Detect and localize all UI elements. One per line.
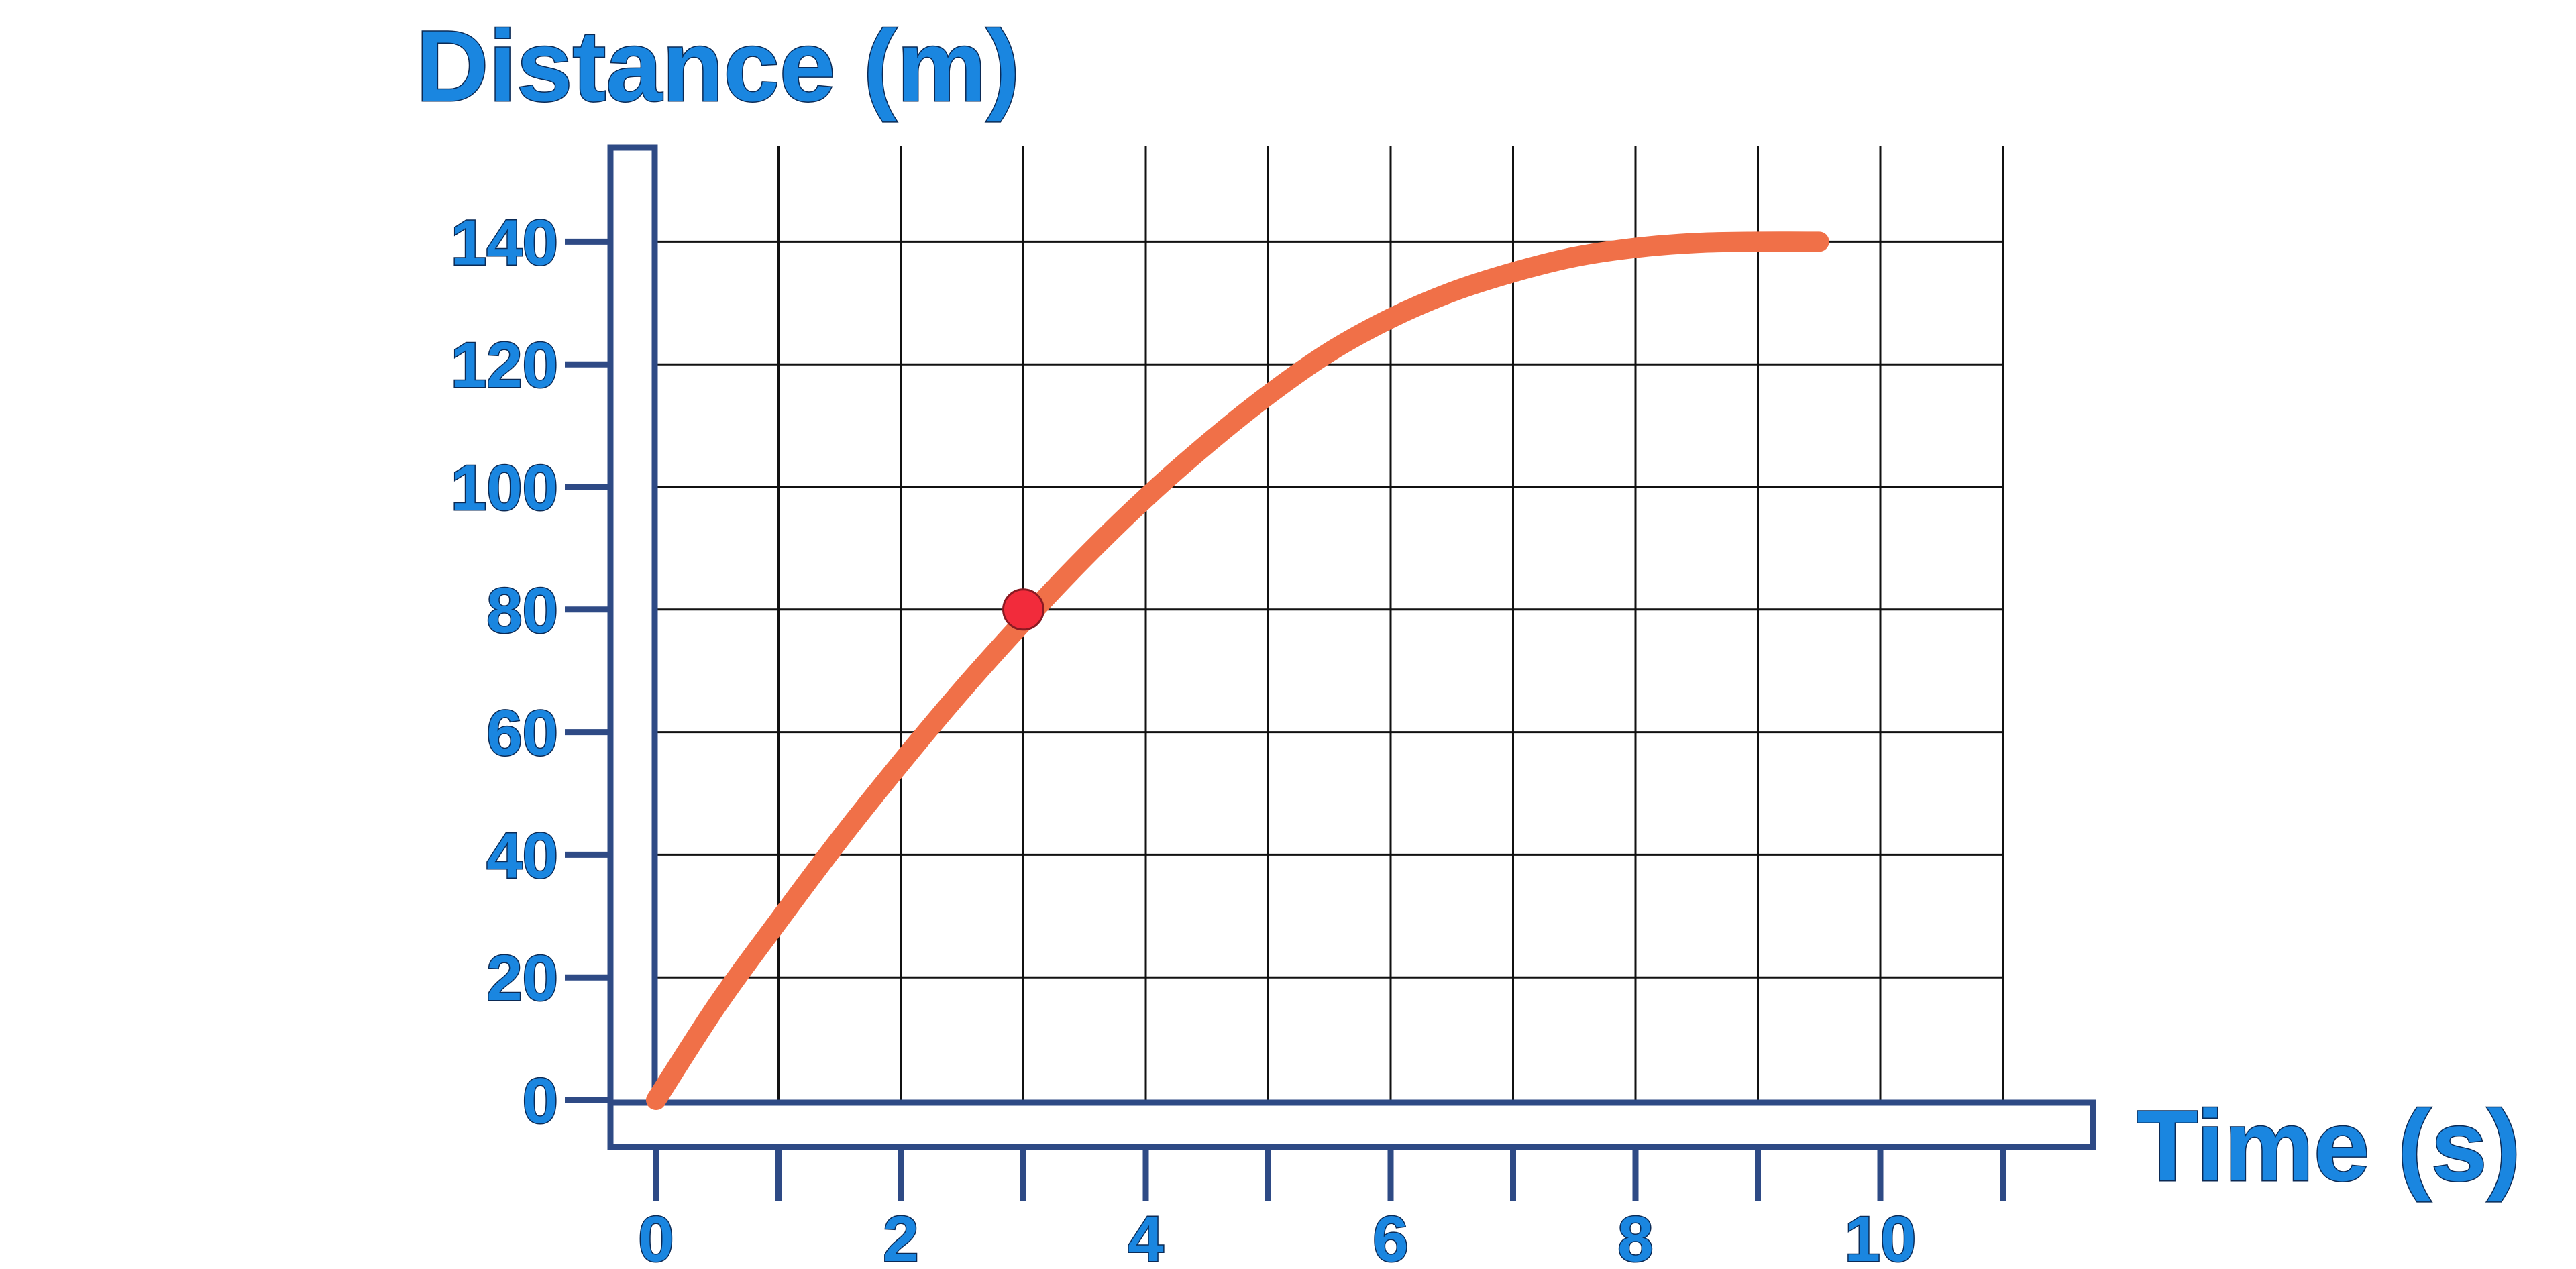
y-tick-label: 100 (451, 452, 558, 524)
x-tick-label: 8 (1617, 1203, 1653, 1269)
highlight-point (1002, 588, 1044, 631)
y-tick-label: 20 (486, 942, 558, 1014)
y-axis-title: Distance (m) (416, 9, 1020, 122)
y-tick-label: 0 (523, 1065, 558, 1137)
y-tick-label: 60 (486, 698, 558, 769)
y-tick-label: 120 (451, 329, 558, 401)
x-tick-label: 4 (1128, 1203, 1163, 1269)
y-axis-bar (607, 144, 658, 1150)
series-line (646, 231, 1829, 1110)
y-tick-label: 140 (451, 207, 558, 278)
x-tick-label: 0 (638, 1203, 674, 1269)
x-tick-label: 6 (1373, 1203, 1408, 1269)
y-tick-label: 80 (486, 575, 558, 647)
axes (607, 144, 2096, 1150)
x-tick-label: 2 (883, 1203, 918, 1269)
x-axis-title: Time (s) (2137, 1089, 2520, 1202)
data-series (646, 231, 1829, 1110)
x-tick-label: 10 (1845, 1203, 1917, 1269)
x-axis-bar (607, 1099, 2096, 1150)
y-tick-label: 40 (486, 820, 558, 891)
grid (656, 146, 2004, 1100)
